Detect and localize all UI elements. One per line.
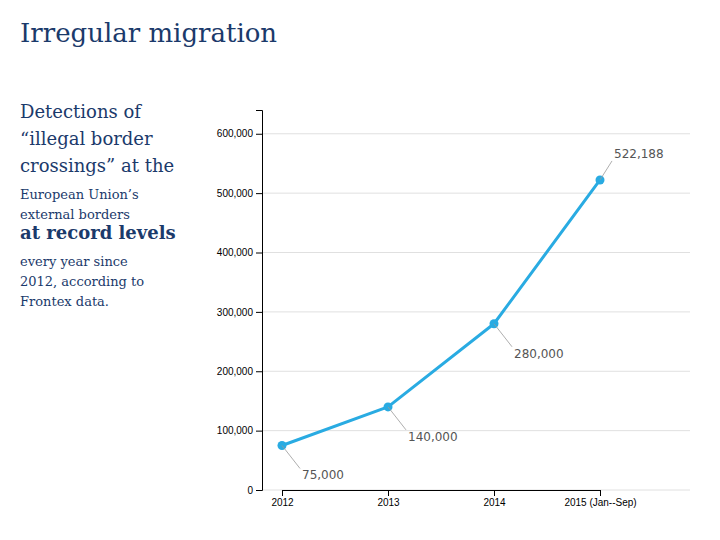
grid-line [262, 371, 690, 372]
y-axis-line [256, 111, 263, 491]
y-tick: 200,000 [217, 366, 262, 377]
data-labels: 75,000 140,000 280,000 522,188 [282, 147, 664, 483]
y-tick-label: 400,000 [217, 247, 254, 258]
y-tick-mark [256, 312, 262, 313]
y-tick-mark [256, 253, 262, 254]
y-tick: 600,000 [217, 128, 262, 139]
y-tick-mark [256, 134, 262, 135]
y-tick-mark [256, 193, 262, 194]
y-tick: 0 [247, 485, 262, 496]
y-tick: 100,000 [217, 425, 262, 436]
grid-line [262, 193, 690, 194]
x-tick-label: 2015 (Jan--Sep) [564, 497, 636, 508]
line [282, 180, 600, 446]
x-tick: 2013 [377, 490, 400, 508]
y-tick-mark [256, 431, 262, 432]
x-tick-mark [282, 490, 283, 496]
data-label: 75,000 [302, 468, 344, 482]
leader-line [494, 324, 512, 347]
data-label: 140,000 [408, 430, 458, 444]
x-tick-mark [600, 490, 601, 496]
grid-line [262, 133, 690, 134]
y-tick-mark [256, 490, 262, 491]
x-tick-label: 2012 [271, 497, 294, 508]
y-tick: 400,000 [217, 247, 262, 258]
x-tick: 2015 (Jan--Sep) [564, 490, 636, 508]
annotation: at record levels [20, 222, 176, 243]
y-tick: 500,000 [217, 188, 262, 199]
x-tick-mark [494, 490, 495, 496]
grid-line [262, 311, 690, 312]
y-tick-label: 100,000 [217, 425, 254, 436]
annotation: Detections of [20, 101, 142, 122]
plot: 0 100,000 200,000 300,000 400,000 500,000 600,… [217, 111, 690, 509]
x-tick: 2012 [271, 490, 294, 508]
leader-line [282, 445, 300, 468]
grid [262, 134, 690, 490]
x-axis-line [283, 491, 601, 497]
x-axis: 2012 2013 2014 2015 (Jan--Sep) [271, 490, 636, 508]
x-tick: 2014 [483, 490, 506, 508]
data-label: 280,000 [514, 347, 564, 361]
marks [278, 175, 605, 450]
chart: Irregular migration Detections of “illegal… [0, 0, 720, 540]
annotation: European Union’s [20, 187, 139, 202]
annotation: Frontex data. [20, 294, 109, 309]
y-axis: 0 100,000 200,000 300,000 400,000 500,000 600,… [217, 111, 263, 496]
y-tick-label: 0 [247, 485, 253, 496]
data-label: 522,188 [614, 147, 664, 161]
y-tick-mark [256, 371, 262, 372]
annotation: external borders [20, 207, 130, 222]
x-tick-mark [388, 490, 389, 496]
leader-line [600, 161, 612, 180]
title: Irregular migration [20, 18, 277, 48]
x-tick-label: 2014 [483, 497, 506, 508]
annotation: “illegal border [20, 128, 153, 149]
y-tick-label: 200,000 [217, 366, 254, 377]
y-tick-label: 600,000 [217, 128, 254, 139]
annotation: 2012, according to [20, 274, 144, 289]
annotation: crossings” at the [20, 155, 174, 176]
leader-line [388, 407, 406, 430]
x-tick-label: 2013 [377, 497, 400, 508]
y-tick-label: 500,000 [217, 188, 254, 199]
y-tick: 300,000 [217, 307, 262, 318]
annotation: every year since [20, 254, 128, 269]
grid-line [262, 252, 690, 253]
y-tick-label: 300,000 [217, 307, 254, 318]
